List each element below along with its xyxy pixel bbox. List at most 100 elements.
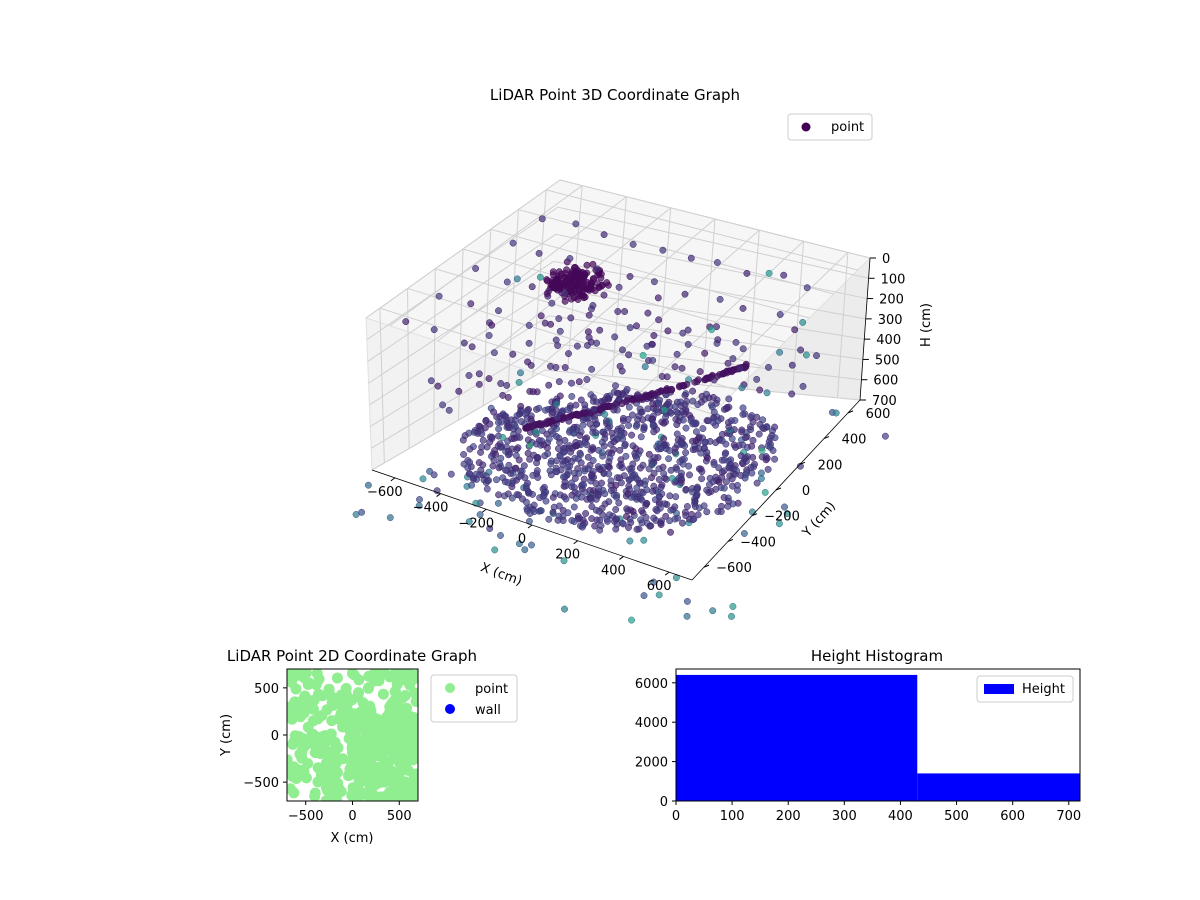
lidar-point (721, 450, 729, 458)
y-tick-label: 0 (660, 795, 668, 810)
lidar-point (660, 435, 668, 443)
grid-line (747, 230, 760, 390)
lidar-point (783, 510, 791, 518)
grid-line (675, 252, 849, 419)
lidar-point (655, 591, 663, 599)
lidar-point (447, 470, 455, 478)
lidar-point (666, 492, 674, 500)
lidar-point (765, 269, 773, 277)
lidar-point (600, 442, 608, 450)
lidar-point (736, 364, 744, 372)
lidar-point (683, 503, 691, 510)
point-marker (389, 711, 401, 722)
2d-legend-point-marker (445, 683, 455, 693)
lidar-point (465, 470, 473, 478)
lidar-point (762, 456, 770, 464)
point-marker (348, 783, 360, 795)
lidar-point (542, 497, 550, 505)
lidar-point (649, 487, 657, 495)
lidar-point (714, 508, 722, 515)
lidar-point (757, 475, 765, 482)
lidar-point (649, 400, 657, 408)
lidar-point (832, 409, 840, 417)
lidar-point (681, 391, 689, 399)
point-marker (367, 712, 379, 724)
point-marker (316, 710, 328, 722)
z-tick-label: 300 (878, 313, 903, 328)
z-tick-label: 100 (881, 272, 906, 287)
lidar-point (556, 327, 564, 335)
lidar-point (748, 442, 756, 450)
lidar-point (483, 485, 491, 493)
lidar-point (653, 507, 661, 515)
grid-line (628, 240, 804, 404)
lidar-point (573, 342, 581, 350)
lidar-point (725, 423, 733, 431)
lidar-point (695, 465, 703, 473)
lidar-point (570, 503, 578, 511)
point-marker (287, 674, 298, 686)
lidar-point (536, 273, 544, 281)
y-tick-label: −600 (716, 561, 752, 576)
lidar-point (803, 284, 811, 292)
x-tick-label: 600 (1000, 809, 1025, 824)
lidar-point (528, 423, 536, 431)
point-marker (379, 754, 391, 766)
point-marker (369, 790, 381, 801)
lidar-point (632, 445, 640, 453)
lidar-point (662, 475, 670, 483)
x-tick (664, 571, 670, 576)
grid-line (368, 260, 866, 384)
height-histogram: Height Histogram 0 100 200 300 400 500 600 7000… (635, 647, 1081, 824)
lidar-point (625, 524, 632, 531)
lidar-point (554, 286, 561, 294)
lidar-point (761, 488, 769, 496)
lidar-point (748, 469, 756, 477)
lidar-point (501, 492, 508, 500)
lidar-point (737, 472, 745, 479)
lidar-point (663, 373, 671, 381)
lidar-point (749, 453, 757, 461)
lidar-point (720, 484, 728, 492)
point-marker (337, 753, 349, 765)
lidar-point (561, 297, 569, 305)
z-tick-label: 400 (876, 333, 901, 348)
grid-line (792, 241, 805, 394)
lidar-point (486, 438, 494, 446)
point-marker (288, 787, 300, 799)
lidar-point (677, 479, 685, 487)
lidar-point (780, 271, 788, 279)
lidar-point (683, 398, 691, 405)
x-tick-label: 500 (387, 809, 412, 824)
lidar-point (671, 363, 679, 371)
lidar-point (504, 393, 512, 401)
point-marker (410, 778, 418, 790)
point-marker (389, 768, 401, 780)
lidar-point (797, 346, 805, 354)
lidar-point (710, 376, 718, 384)
lidar-point (596, 526, 604, 534)
point-marker (321, 784, 333, 796)
histogram-legend-swatch (984, 684, 1014, 694)
lidar-point (689, 420, 697, 428)
lidar-point (538, 215, 546, 223)
lidar-point (633, 525, 641, 533)
lidar-point (612, 382, 619, 390)
point-marker (407, 787, 418, 799)
lidar-point (776, 348, 784, 356)
lidar-point (589, 444, 597, 452)
lidar-point (624, 490, 632, 498)
lidar-point (566, 255, 574, 262)
grid-line (407, 288, 410, 449)
lidar-point (691, 445, 699, 453)
lidar-point (556, 438, 564, 446)
point-marker (316, 742, 328, 754)
lidar-point (739, 404, 747, 412)
lidar-point (679, 416, 687, 424)
lidar-point (642, 501, 650, 509)
lidar-point (689, 387, 697, 395)
lidar-point (493, 476, 500, 484)
lidar-point (657, 483, 665, 491)
lidar-point (723, 405, 731, 413)
lidar-point (514, 427, 522, 435)
